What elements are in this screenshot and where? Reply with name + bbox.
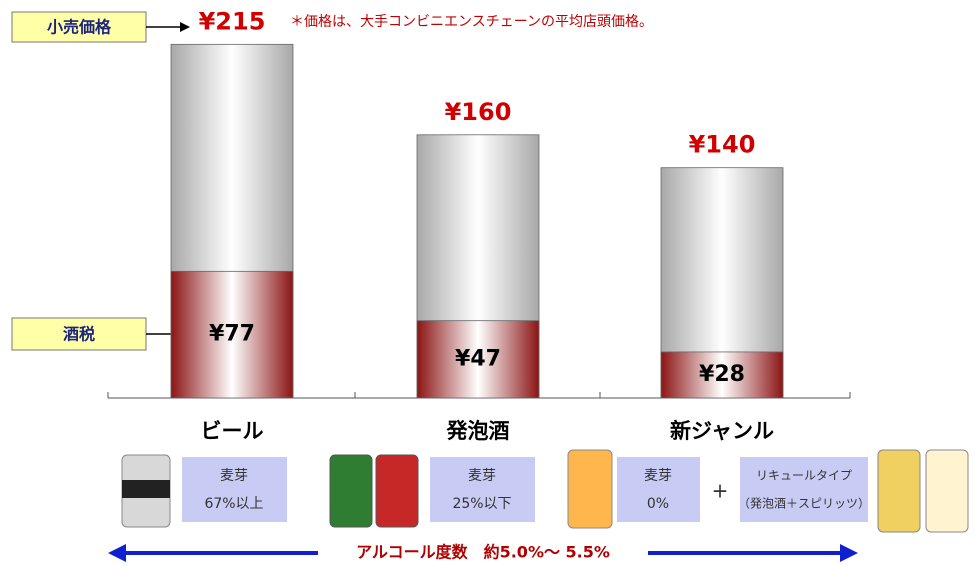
note-box xyxy=(430,457,535,522)
value-label: ¥215 xyxy=(199,7,266,35)
value-label: ¥160 xyxy=(445,98,512,126)
note-text: 麦芽 xyxy=(468,468,496,484)
pointer-head xyxy=(180,22,190,32)
legend-label: 小売価格 xyxy=(47,18,112,37)
arrow-head xyxy=(840,544,858,562)
note-text: 麦芽 xyxy=(644,468,672,484)
page: {"chart_data": {"type": "bar", "note": "… xyxy=(0,0,975,566)
chart: 小売価格 酒税 ＊価格は、大手コンビニエンスチェーンの平均店頭価格。 麦芽 67… xyxy=(0,0,975,566)
note-text: 麦芽 xyxy=(220,468,248,484)
note-box xyxy=(182,457,287,522)
plus: + xyxy=(712,479,729,503)
arrow-head xyxy=(108,544,126,562)
value-label: ¥140 xyxy=(689,131,756,159)
note-text: 25%以下 xyxy=(452,496,511,512)
x-tick-label: ビール xyxy=(201,419,264,443)
alcohol-note: アルコール度数 約5.0%～ 5.5% xyxy=(356,543,610,562)
x-tick-label: 発泡酒 xyxy=(446,419,510,443)
note-text: 67%以上 xyxy=(204,496,263,512)
note-text: 0% xyxy=(647,496,669,512)
note-text: （発泡酒＋スピリッツ） xyxy=(738,497,870,511)
x-tick-label: 新ジャンル xyxy=(670,419,774,443)
note-box xyxy=(617,457,700,522)
legend-label: 酒税 xyxy=(63,325,95,344)
note-text: リキュールタイプ xyxy=(756,469,852,483)
note-box xyxy=(740,457,868,522)
value-label: ¥77 xyxy=(209,322,255,347)
value-label: ¥28 xyxy=(699,362,745,387)
value-label: ¥47 xyxy=(455,346,501,371)
footnote: ＊価格は、大手コンビニエンスチェーンの平均店頭価格。 xyxy=(290,14,653,30)
